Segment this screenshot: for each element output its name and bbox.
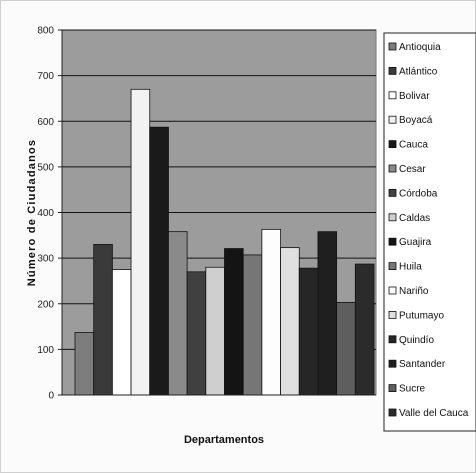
- y-tick-label: 700: [37, 71, 54, 82]
- bar-cauca: [149, 126, 169, 396]
- y-tick-label: 400: [37, 208, 54, 219]
- legend-label: Nariño: [399, 286, 429, 297]
- y-tick-label: 0: [48, 391, 54, 402]
- bar-boyacá: [130, 88, 151, 396]
- legend-swatch: [388, 310, 397, 319]
- bar-guajira: [224, 248, 244, 396]
- y-tick-label: 200: [37, 299, 54, 310]
- legend-swatch: [388, 164, 397, 173]
- legend-swatch: [388, 359, 397, 368]
- legend-label: Cesar: [399, 164, 426, 175]
- bar-atlántico: [93, 244, 113, 396]
- legend-label: Antioquia: [399, 42, 441, 53]
- legend-label: Quindío: [399, 335, 434, 346]
- legend-label: Cauca: [399, 140, 428, 151]
- legend-swatch: [388, 213, 397, 222]
- bar-nariño: [261, 228, 281, 396]
- legend-label: Sucre: [399, 384, 426, 395]
- legend-swatch: [388, 335, 397, 344]
- legend-swatch: [388, 408, 397, 417]
- bar-córdoba: [186, 271, 207, 396]
- legend-label: Bolivar: [399, 91, 430, 102]
- legend-box: [383, 32, 476, 432]
- bar-huila: [242, 254, 263, 396]
- bars: [74, 88, 375, 396]
- y-tick-labels: 0 100 200 300 400 500 600 700 800: [37, 26, 62, 402]
- y-tick-label: 500: [37, 162, 54, 173]
- legend-label: Putumayo: [399, 310, 444, 321]
- bar-putumayo: [280, 247, 300, 396]
- legend-swatch: [388, 140, 397, 149]
- legend-label: Guajira: [399, 237, 432, 248]
- legend-swatch: [388, 115, 397, 124]
- bar-antioquia: [74, 332, 95, 396]
- legend-label: Caldas: [399, 213, 430, 224]
- legend-swatch: [388, 67, 397, 75]
- bar-bolivar: [111, 269, 132, 396]
- bar-quindío: [298, 267, 319, 396]
- bar-cesar: [168, 231, 188, 396]
- legend-label: Boyacá: [399, 115, 433, 126]
- legend-swatch: [388, 237, 397, 246]
- y-tick-label: 300: [37, 254, 54, 265]
- legend-swatch: [388, 384, 397, 393]
- bar-caldas: [205, 266, 225, 396]
- legend-swatch: [388, 91, 397, 100]
- bar-sucre: [336, 301, 356, 396]
- legend-label: Huila: [399, 262, 422, 273]
- legend: Antioquia Atlántico Bolivar Boyacá Cauca Cesa…: [383, 32, 476, 432]
- bar-valle-del-cauca: [354, 263, 375, 396]
- y-axis-title: Número de Ciudadanos: [26, 139, 38, 286]
- legend-label: Córdoba: [399, 188, 438, 199]
- legend-label: Santander: [399, 359, 446, 370]
- y-tick-label: 800: [37, 26, 54, 37]
- legend-swatch: [388, 286, 397, 295]
- legend-label: Valle del Cauca: [399, 408, 469, 419]
- y-tick-label: 600: [37, 117, 54, 128]
- legend-label: Atlántico: [399, 66, 438, 77]
- legend-swatch: [388, 262, 397, 271]
- y-tick-label: 100: [37, 345, 54, 356]
- legend-swatch: [388, 188, 397, 197]
- legend-swatch: [388, 42, 397, 51]
- x-axis-title: Departamentos: [184, 434, 264, 446]
- bar-santander: [317, 231, 338, 396]
